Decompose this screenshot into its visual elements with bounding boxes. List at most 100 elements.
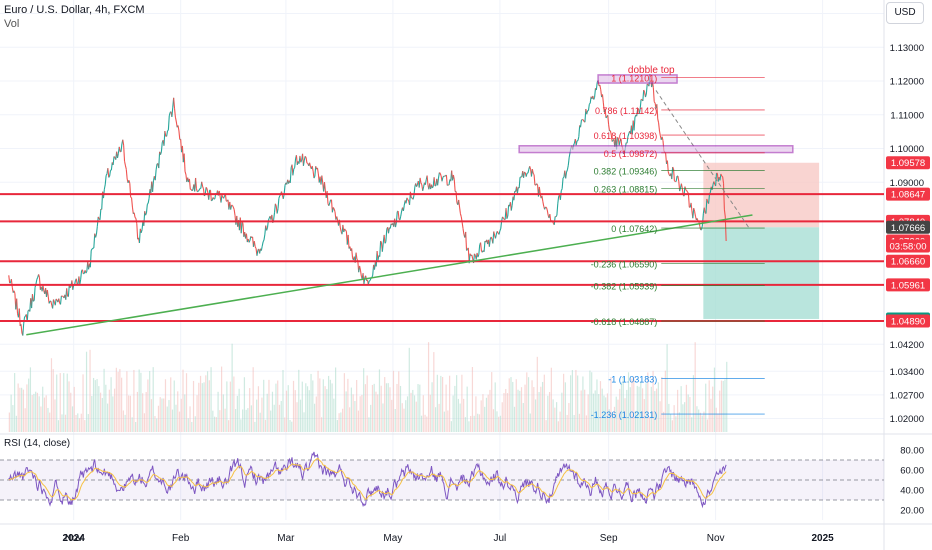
volume-bar bbox=[256, 399, 258, 432]
price-tick-label: 1.04200 bbox=[890, 340, 924, 351]
price-candle bbox=[623, 152, 625, 155]
volume-bar bbox=[77, 413, 79, 432]
price-candle bbox=[713, 181, 716, 185]
volume-bar bbox=[556, 402, 558, 432]
price-candle bbox=[359, 265, 361, 271]
volume-bar bbox=[36, 392, 39, 432]
volume-bar bbox=[599, 381, 602, 432]
price-label-text: 1.08647 bbox=[891, 190, 925, 201]
volume-bar bbox=[720, 380, 723, 432]
price-candle bbox=[224, 194, 227, 202]
volume-bar bbox=[303, 412, 305, 432]
volume-bar bbox=[496, 411, 498, 432]
price-tick-label: 1.02700 bbox=[890, 390, 924, 401]
volume-bar bbox=[440, 375, 442, 432]
price-candle bbox=[567, 157, 570, 166]
price-candle bbox=[164, 130, 167, 137]
volume-bar bbox=[212, 410, 214, 432]
price-candle bbox=[109, 170, 112, 177]
volume-bar bbox=[233, 376, 235, 432]
volume-bar bbox=[326, 389, 328, 432]
price-candle bbox=[639, 99, 642, 109]
price-candle bbox=[38, 274, 40, 278]
volume-bar bbox=[94, 380, 96, 432]
price-candle bbox=[10, 279, 13, 288]
volume-bar bbox=[664, 370, 666, 432]
volume-bar bbox=[522, 403, 524, 432]
volume-bar bbox=[424, 414, 426, 432]
price-candle bbox=[502, 216, 504, 219]
price-candle bbox=[316, 167, 319, 175]
price-candle bbox=[206, 188, 209, 193]
volume-bar bbox=[403, 408, 405, 432]
price-candle bbox=[402, 205, 405, 212]
volume-bar bbox=[101, 397, 103, 432]
price-candle bbox=[706, 198, 709, 203]
price-candle bbox=[458, 206, 461, 214]
volume-bar bbox=[226, 381, 228, 432]
price-candle bbox=[212, 197, 215, 200]
volume-bar bbox=[566, 414, 568, 432]
volume-bar bbox=[250, 405, 253, 432]
currency-button[interactable]: USD bbox=[886, 2, 924, 24]
price-candle bbox=[81, 269, 84, 274]
price-candle bbox=[231, 205, 234, 208]
price-candle bbox=[248, 240, 251, 243]
price-candle bbox=[108, 175, 111, 178]
volume-bar bbox=[296, 402, 298, 432]
volume-bar bbox=[89, 349, 91, 432]
price-candle bbox=[107, 168, 110, 178]
volume-bar bbox=[31, 395, 33, 432]
price-candle bbox=[494, 233, 497, 239]
price-candle bbox=[232, 206, 235, 210]
volume-bar bbox=[584, 389, 586, 432]
volume-bar bbox=[426, 416, 428, 432]
volume-bar bbox=[436, 374, 438, 432]
volume-bar bbox=[478, 414, 481, 432]
price-series bbox=[8, 74, 727, 336]
price-candle bbox=[314, 166, 317, 177]
volume-bar bbox=[121, 377, 123, 432]
volume-bar bbox=[517, 389, 519, 432]
volume-bar bbox=[689, 397, 691, 432]
volume-bar bbox=[692, 375, 695, 432]
volume-bar bbox=[129, 395, 131, 432]
price-candle bbox=[453, 179, 456, 192]
price-candle bbox=[323, 182, 326, 191]
price-candle bbox=[510, 205, 513, 211]
price-candle bbox=[195, 177, 197, 189]
volume-bar bbox=[105, 384, 107, 432]
volume-bar bbox=[633, 376, 635, 432]
price-candle bbox=[626, 136, 629, 144]
volume-bar bbox=[164, 379, 167, 432]
price-candle bbox=[544, 206, 546, 210]
price-candle bbox=[95, 226, 98, 235]
price-candle bbox=[377, 255, 380, 261]
volume-bar bbox=[438, 403, 440, 432]
volume-bar bbox=[124, 414, 126, 432]
price-candle bbox=[671, 166, 674, 180]
volume-bar bbox=[257, 386, 260, 432]
volume-bar bbox=[503, 393, 505, 432]
volume-bar bbox=[291, 421, 293, 432]
price-candle bbox=[542, 201, 545, 207]
volume-bar bbox=[43, 397, 46, 432]
price-candle bbox=[502, 217, 505, 220]
volume-bar bbox=[315, 396, 317, 432]
volume-bar bbox=[280, 400, 282, 432]
volume-bar bbox=[450, 421, 452, 432]
volume-bar bbox=[705, 383, 707, 432]
price-candle bbox=[700, 229, 702, 231]
price-candle bbox=[147, 198, 150, 204]
volume-bar bbox=[136, 391, 139, 432]
volume-bar bbox=[526, 372, 528, 432]
volume-bar bbox=[70, 392, 72, 432]
volume-bar bbox=[492, 409, 495, 432]
volume-bar bbox=[277, 380, 279, 432]
volume-bar bbox=[354, 401, 356, 432]
price-candle bbox=[506, 215, 509, 219]
volume-bar bbox=[685, 384, 688, 432]
volume-bar bbox=[278, 404, 281, 432]
volume-bar bbox=[215, 417, 217, 432]
